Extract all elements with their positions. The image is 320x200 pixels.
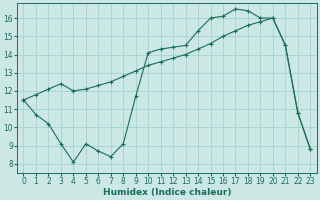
X-axis label: Humidex (Indice chaleur): Humidex (Indice chaleur): [103, 188, 231, 197]
